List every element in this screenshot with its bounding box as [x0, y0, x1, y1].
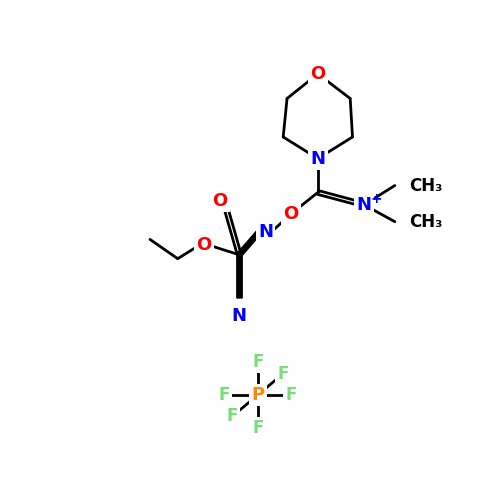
Text: O: O [284, 205, 298, 223]
Text: O: O [196, 236, 212, 254]
Text: CH₃: CH₃ [408, 176, 442, 194]
Text: F: F [285, 386, 296, 404]
Text: P: P [251, 386, 264, 404]
Text: O: O [310, 65, 326, 83]
Text: N: N [356, 196, 372, 214]
Text: F: F [219, 386, 230, 404]
Text: F: F [226, 407, 238, 425]
Text: N: N [258, 222, 273, 240]
Text: F: F [252, 353, 264, 371]
Text: N: N [232, 306, 247, 324]
Text: N: N [310, 150, 326, 168]
Text: O: O [212, 192, 228, 210]
Text: F: F [278, 364, 289, 382]
Text: +: + [371, 192, 382, 206]
Text: CH₃: CH₃ [408, 212, 442, 230]
Text: F: F [252, 419, 264, 437]
